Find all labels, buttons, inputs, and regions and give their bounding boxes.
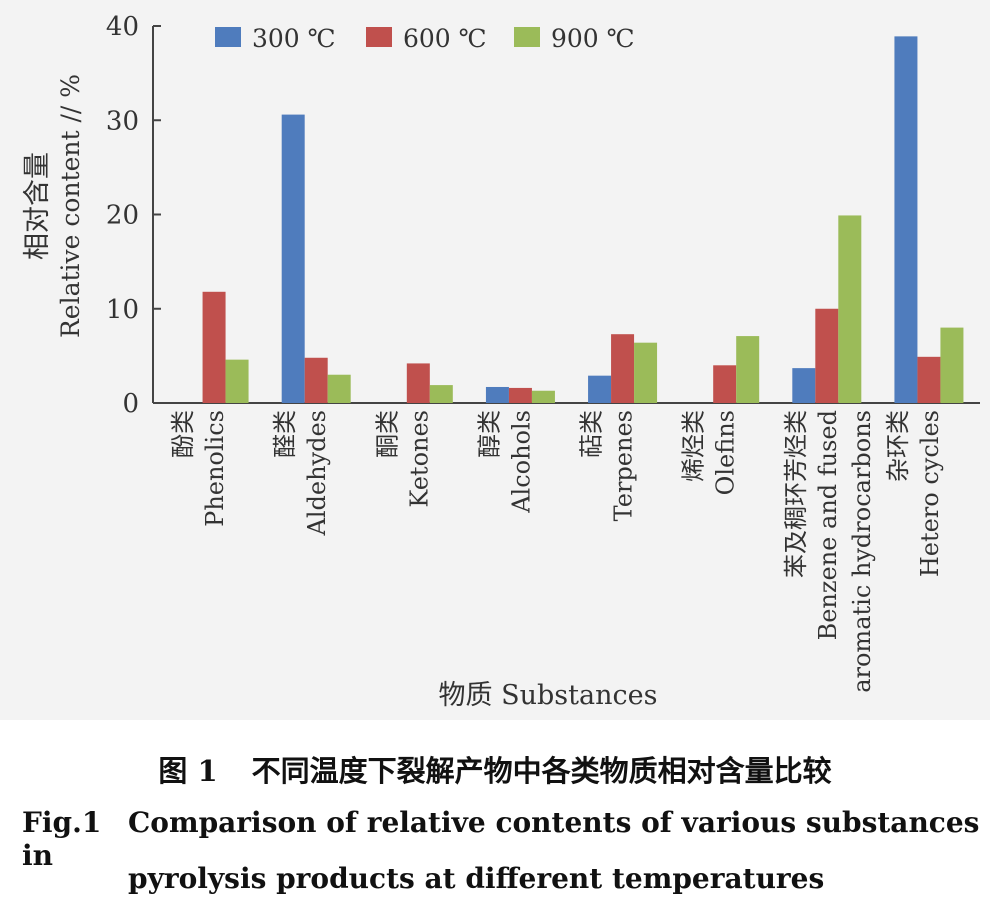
x-tick-label-cn: 苯及稠环芳烃类 bbox=[782, 410, 810, 578]
legend-swatch-3 bbox=[514, 27, 540, 47]
bar-2-cat-8 bbox=[917, 356, 941, 403]
y-tick-label: 0 bbox=[122, 389, 139, 419]
bar-3-cat-1 bbox=[225, 359, 249, 403]
y-tick-label: 30 bbox=[106, 106, 139, 136]
x-tick-label-en: Olefins bbox=[712, 410, 740, 495]
figure-caption-chinese: 图 1 不同温度下裂解产物中各类物质相对含量比较 bbox=[0, 748, 990, 790]
bar-chart: 0 10 20 30 40 相对含量 Relative content // % 酚类 Phen… bbox=[22, 12, 980, 711]
caption-en-number: Fig.1 bbox=[22, 806, 102, 839]
bar-1-cat-2 bbox=[281, 114, 305, 403]
bar-3-cat-4 bbox=[531, 390, 555, 403]
bar-1-cat-5 bbox=[588, 375, 612, 403]
x-tick-label-cn: 萜类 bbox=[578, 410, 606, 458]
figure-caption-english-line-2: pyrolysis products at different temperat… bbox=[128, 862, 990, 895]
bar-2-cat-4 bbox=[508, 387, 532, 403]
caption-en-text-2: pyrolysis products at different temperat… bbox=[128, 862, 825, 895]
y-axis-label-en: Relative content // % bbox=[56, 74, 85, 338]
bar-3-cat-8 bbox=[940, 327, 964, 403]
chart-figure: 0 10 20 30 40 相对含量 Relative content // % 酚类 Phen… bbox=[0, 0, 990, 720]
caption-cn-text: 不同温度下裂解产物中各类物质相对含量比较 bbox=[251, 754, 832, 788]
legend-label-3: 900 ℃ bbox=[551, 24, 635, 53]
bar-1-cat-8 bbox=[894, 36, 918, 404]
x-tick-label-cn: 醇类 bbox=[475, 410, 503, 458]
x-tick-label-en: Hetero cycles bbox=[916, 410, 944, 577]
x-tick-label-en: Terpenes bbox=[610, 410, 638, 521]
legend-swatch-1 bbox=[215, 27, 241, 47]
x-tick-label-en: Phenolics bbox=[201, 410, 229, 527]
bar-3-cat-6 bbox=[736, 336, 760, 403]
x-tick-label-cn: 酚类 bbox=[169, 410, 197, 458]
bar-3-cat-7 bbox=[838, 215, 862, 403]
bar-1-cat-4 bbox=[485, 386, 509, 403]
x-tick-label-en: aromatic hydrocarbons bbox=[848, 410, 876, 693]
legend-label-1: 300 ℃ bbox=[252, 24, 336, 53]
x-tick-label-en: Alcohols bbox=[507, 410, 535, 514]
bar-3-cat-5 bbox=[634, 342, 658, 403]
bar-2-cat-7 bbox=[815, 308, 839, 403]
x-tick-label-en: Ketones bbox=[405, 410, 433, 508]
legend-swatch-2 bbox=[366, 27, 392, 47]
y-axis-label-cn: 相对含量 bbox=[22, 152, 53, 260]
y-tick-label: 20 bbox=[106, 201, 139, 231]
caption-en-text-1: Comparison of relative contents of vario… bbox=[22, 806, 980, 872]
bar-1-cat-7 bbox=[792, 368, 816, 403]
bar-2-cat-2 bbox=[304, 357, 328, 403]
bar-2-cat-1 bbox=[202, 291, 226, 403]
x-tick-label-cn: 醛类 bbox=[271, 410, 299, 458]
bar-3-cat-3 bbox=[429, 385, 453, 403]
bar-2-cat-3 bbox=[406, 363, 430, 403]
x-tick-label-cn: 酮类 bbox=[373, 410, 401, 458]
x-tick-label-cn: 杂环类 bbox=[884, 410, 912, 482]
bar-2-cat-6 bbox=[713, 365, 737, 403]
x-tick-label-en: Benzene and fused bbox=[814, 410, 842, 640]
caption-cn-number: 图 1 bbox=[158, 754, 218, 788]
x-tick-label-en: Aldehydes bbox=[303, 410, 331, 536]
x-axis-label: 物质 Substances bbox=[439, 680, 658, 711]
y-tick-label: 10 bbox=[106, 295, 139, 325]
bar-2-cat-5 bbox=[611, 334, 635, 403]
bar-3-cat-2 bbox=[327, 374, 351, 403]
x-tick-label-cn: 烯烃类 bbox=[680, 410, 708, 482]
figure-caption-english-line-1: Fig.1 Comparison of relative contents of … bbox=[22, 806, 990, 872]
legend-label-2: 600 ℃ bbox=[403, 24, 487, 53]
y-tick-label: 40 bbox=[106, 12, 139, 42]
